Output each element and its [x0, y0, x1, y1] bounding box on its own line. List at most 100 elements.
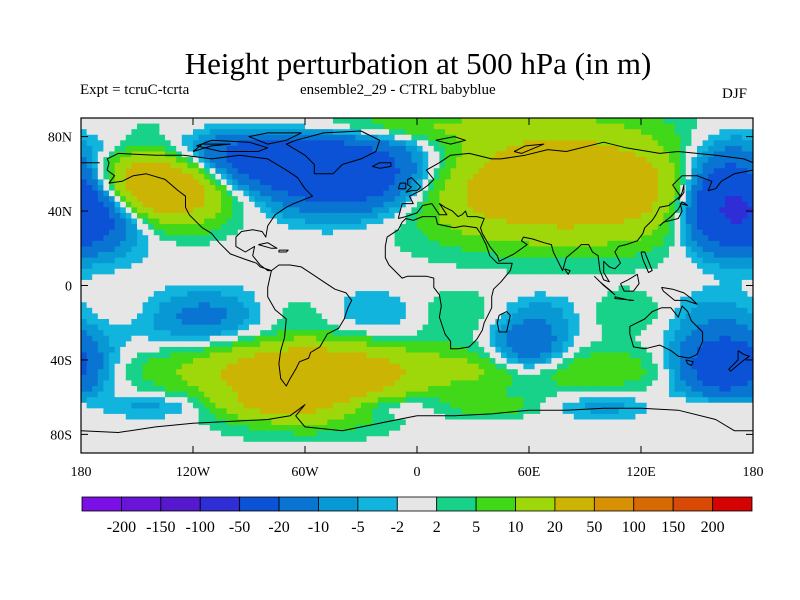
field-cell — [310, 118, 317, 125]
field-cell — [377, 218, 384, 225]
field-cell — [411, 296, 418, 303]
field-cell — [209, 145, 216, 153]
field-cell — [232, 162, 239, 169]
field-cell — [629, 118, 636, 125]
field-cell — [170, 224, 177, 231]
field-cell — [260, 190, 267, 197]
field-cell — [489, 313, 496, 320]
field-cell — [372, 145, 379, 153]
field-cell — [484, 302, 491, 309]
field-cell — [254, 207, 261, 214]
field-cell — [713, 240, 720, 248]
field-cell — [439, 218, 446, 225]
field-cell — [237, 302, 244, 309]
field-cell — [529, 324, 536, 331]
field-cell — [327, 157, 334, 164]
field-cell — [489, 201, 496, 208]
field-cell — [321, 218, 328, 225]
field-cell — [641, 162, 648, 169]
field-cell — [153, 162, 160, 169]
field-cell — [159, 346, 166, 354]
field-cell — [383, 319, 390, 326]
field-cell — [579, 268, 586, 275]
field-cell — [372, 207, 379, 214]
field-cell — [478, 212, 485, 220]
field-cell — [517, 341, 524, 348]
field-cell — [209, 229, 216, 236]
field-cell — [159, 291, 166, 298]
field-cell — [405, 346, 412, 354]
field-cell — [433, 229, 440, 236]
field-cell — [142, 268, 149, 275]
field-cell — [299, 313, 306, 320]
field-cell — [736, 291, 743, 298]
field-cell — [232, 140, 239, 147]
field-cell — [243, 285, 250, 292]
field-cell — [237, 168, 244, 175]
field-cell — [607, 201, 614, 208]
field-cell — [338, 313, 345, 320]
field-cell — [97, 330, 104, 337]
field-cell — [125, 246, 132, 253]
field-cell — [512, 296, 519, 303]
field-cell — [680, 313, 687, 320]
field-cell — [120, 229, 127, 236]
field-cell — [629, 307, 636, 315]
field-cell — [299, 302, 306, 309]
field-cell — [411, 229, 418, 236]
field-cell — [131, 229, 138, 236]
field-cell — [86, 313, 93, 320]
field-cell — [680, 207, 687, 214]
field-cell — [523, 330, 530, 337]
field-cell — [305, 324, 312, 331]
field-cell — [209, 224, 216, 231]
field-cell — [389, 151, 396, 158]
field-cell — [109, 224, 116, 231]
field-cell — [181, 162, 188, 169]
field-cell — [165, 201, 172, 208]
field-cell — [389, 252, 396, 259]
field-cell — [86, 285, 93, 292]
field-cell — [232, 319, 239, 326]
field-cell — [377, 263, 384, 270]
field-cell — [461, 296, 468, 303]
field-cell — [400, 229, 407, 236]
field-cell — [506, 257, 513, 264]
field-cell — [456, 168, 463, 175]
field-cell — [209, 168, 216, 175]
field-cell — [299, 346, 306, 354]
field-cell — [86, 319, 93, 326]
field-cell — [579, 229, 586, 236]
field-cell — [366, 190, 373, 197]
field-cell — [534, 263, 541, 270]
field-cell — [607, 218, 614, 225]
field-cell — [310, 151, 317, 158]
field-cell — [215, 291, 222, 298]
field-cell — [165, 151, 172, 158]
field-cell — [450, 240, 457, 248]
field-cell — [377, 118, 384, 125]
field-cell — [624, 173, 631, 181]
field-cell — [97, 313, 104, 320]
field-cell — [467, 341, 474, 348]
field-cell — [120, 296, 127, 303]
field-cell — [568, 235, 575, 242]
field-cell — [708, 307, 715, 315]
field-cell — [181, 302, 188, 309]
field-cell — [484, 229, 491, 236]
field-cell — [489, 118, 496, 125]
field-cell — [512, 212, 519, 220]
field-cell — [204, 252, 211, 259]
field-cell — [153, 201, 160, 208]
field-cell — [629, 302, 636, 309]
field-cell — [243, 196, 250, 203]
field-cell — [467, 279, 474, 287]
field-cell — [394, 123, 401, 130]
field-cell — [271, 246, 278, 253]
field-cell — [254, 319, 261, 326]
field-cell — [243, 151, 250, 158]
field-cell — [439, 296, 446, 303]
field-cell — [372, 319, 379, 326]
field-cell — [669, 162, 676, 169]
field-cell — [193, 279, 200, 287]
